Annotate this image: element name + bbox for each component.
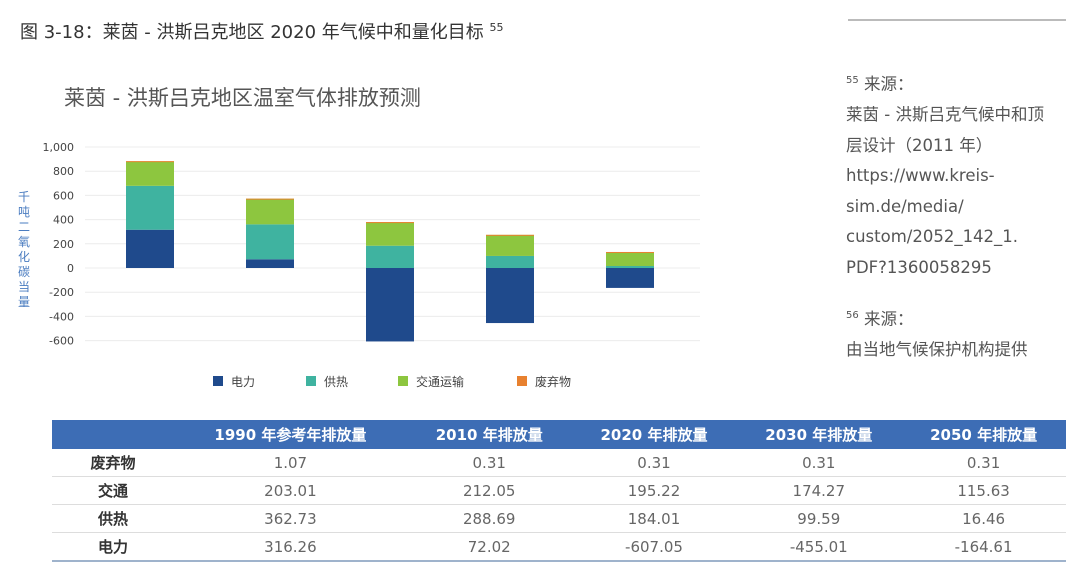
- divider: [848, 19, 1066, 21]
- footnote-ref: 55: [489, 21, 504, 34]
- y-tick-label: 0: [67, 262, 74, 275]
- table-cell: 0.31: [571, 449, 737, 477]
- footnote-number: 56: [846, 310, 859, 321]
- bar-segment-2010: [246, 259, 294, 268]
- table-header-row: 1990 年参考年排放量 2010 年排放量 2020 年排放量 2030 年排…: [52, 420, 1066, 449]
- footnote-label: 来源：: [863, 309, 914, 329]
- table-cell: 0.31: [406, 449, 572, 477]
- y-tick-label: 200: [53, 238, 74, 251]
- y-tick-label: -200: [49, 286, 74, 299]
- legend-label: 电力: [231, 375, 255, 389]
- bar-segment-2020: [366, 268, 414, 342]
- footnotes: 55 来源： 莱茵 - 洪斯吕克气候中和顶 层设计（2011 年） https:…: [846, 66, 1066, 366]
- y-tick-label: 600: [53, 189, 74, 202]
- legend-swatch: [213, 376, 223, 386]
- table-cell: 362.73: [174, 504, 407, 533]
- y-tick-label: 400: [53, 214, 74, 227]
- stacked-bar-chart: 1,000 800 600 400 200 0 -200 -400 -600 电力 供热 交通运输 废弃…: [43, 141, 700, 389]
- legend-swatch: [306, 376, 316, 386]
- bar-segment-2030: [486, 234, 534, 236]
- column-header: 2020 年排放量: [571, 420, 737, 449]
- legend-swatch: [517, 376, 527, 386]
- y-axis-label: 千吨二氧化碳当量: [17, 190, 30, 309]
- footnote-line: 由当地气候保护机构提供: [846, 340, 1028, 359]
- bar-segment-2010: [246, 224, 294, 260]
- table-row: 废弃物 1.07 0.31 0.31 0.31 0.31: [52, 449, 1066, 477]
- table-cell: 99.59: [736, 504, 902, 533]
- table-cell: 288.69: [406, 504, 572, 533]
- row-label: 废弃物: [52, 449, 174, 477]
- table-cell: 174.27: [736, 476, 902, 505]
- bar-segment-2050: [606, 251, 654, 253]
- y-tick-label: -600: [49, 335, 74, 348]
- bar-segment-2030: [486, 234, 534, 256]
- row-label: 电力: [52, 532, 174, 562]
- table-cell: -607.05: [571, 532, 737, 562]
- table-cell: 115.63: [901, 476, 1066, 505]
- table-cell: 316.26: [174, 532, 407, 562]
- table-cell: 16.46: [901, 504, 1066, 533]
- footnote-line: 莱茵 - 洪斯吕克气候中和顶: [846, 105, 1044, 124]
- table-cell: 212.05: [406, 476, 572, 505]
- table-cell: 1.07: [174, 449, 407, 477]
- table-cell: 0.31: [736, 449, 902, 477]
- bar-segment-2010: [246, 198, 294, 200]
- y-tick-label: 800: [53, 165, 74, 178]
- table-cell: -455.01: [736, 532, 902, 562]
- column-header: 1990 年参考年排放量: [174, 420, 407, 449]
- bar-segment-1990: [126, 161, 174, 163]
- footnote-label: 来源：: [863, 74, 914, 94]
- bar-segment-2030: [486, 255, 534, 268]
- emissions-table: 1990 年参考年排放量 2010 年排放量 2020 年排放量 2030 年排…: [52, 420, 1066, 562]
- chart-title: 莱茵 - 洪斯吕克地区温室气体排放预测: [64, 86, 421, 110]
- column-header: 2030 年排放量: [736, 420, 902, 449]
- column-header: 2050 年排放量: [901, 420, 1066, 449]
- table-cell: 195.22: [571, 476, 737, 505]
- legend-label: 废弃物: [535, 374, 571, 389]
- bar-segment-2020: [366, 245, 414, 268]
- footnote-link[interactable]: sim.de/media/: [846, 196, 964, 216]
- bar-segment-2020: [366, 222, 414, 246]
- table-cell: 184.01: [571, 504, 737, 533]
- bar-segment-1990: [126, 161, 174, 186]
- table-cell: -164.61: [901, 532, 1066, 562]
- bar-segment-2020: [366, 222, 414, 224]
- footnote-link[interactable]: PDF?1360058295: [846, 257, 992, 277]
- bar-segment-1990: [126, 185, 174, 230]
- footnote-55-heading: 55 来源：: [846, 66, 1066, 100]
- figure-title: 图 3-18：莱茵 - 洪斯吕克地区 2020 年气候中和量化目标 55: [20, 18, 504, 44]
- footnote-link[interactable]: custom/2052_142_1.: [846, 227, 1019, 246]
- footnote-56-heading: 56 来源：: [846, 301, 1066, 335]
- bar-segment-2050: [606, 268, 654, 288]
- y-tick-label: 1,000: [43, 141, 75, 154]
- figure-title-text: 图 3-18：莱茵 - 洪斯吕克地区 2020 年气候中和量化目标: [20, 22, 484, 43]
- table-cell: 72.02: [406, 532, 572, 562]
- table-cell: 0.31: [901, 449, 1066, 477]
- table-row: 供热 362.73 288.69 184.01 99.59 16.46: [52, 504, 1066, 533]
- bar-segment-1990: [126, 229, 174, 268]
- table-row: 交通 203.01 212.05 195.22 174.27 115.63: [52, 476, 1066, 505]
- legend-label: 交通运输: [416, 374, 464, 389]
- footnote-line: 层设计（2011 年）: [846, 135, 993, 155]
- legend-label: 供热: [324, 375, 348, 389]
- column-header: [52, 420, 174, 449]
- legend-swatch: [398, 376, 408, 386]
- bar-segment-2050: [606, 252, 654, 267]
- table-row: 电力 316.26 72.02 -607.05 -455.01 -164.61: [52, 532, 1066, 562]
- bar-segment-2010: [246, 198, 294, 225]
- bar-segment-2030: [486, 268, 534, 324]
- footnote-link[interactable]: https://www.kreis-: [846, 166, 995, 185]
- y-tick-label: -400: [49, 310, 74, 323]
- column-header: 2010 年排放量: [406, 420, 572, 449]
- footnote-number: 55: [846, 75, 859, 86]
- row-label: 供热: [52, 504, 174, 533]
- table-cell: 203.01: [174, 476, 407, 505]
- bar-segment-2050: [606, 266, 654, 268]
- row-label: 交通: [52, 476, 174, 505]
